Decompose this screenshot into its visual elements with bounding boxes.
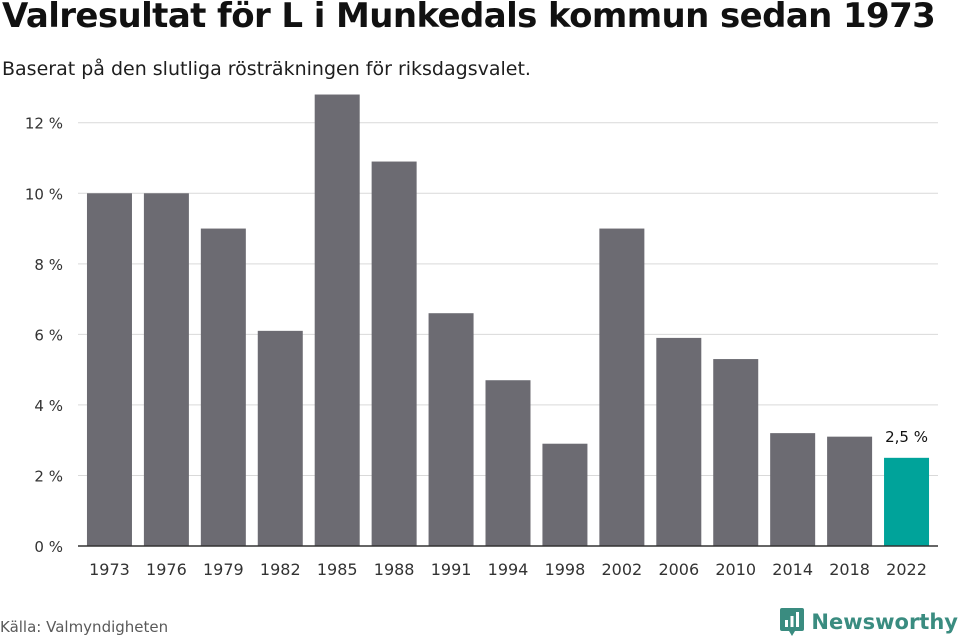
x-tick-label: 1976 — [146, 560, 187, 579]
y-tick-label: 12 % — [25, 115, 63, 133]
bar — [485, 380, 531, 546]
y-tick-label: 0 % — [34, 538, 63, 556]
chart-title: Valresultat för L i Munkedals kommun sed… — [2, 0, 936, 36]
bar — [599, 228, 645, 546]
bar — [200, 228, 246, 546]
bar — [371, 161, 417, 546]
bar-chart: 0 % 2 % 4 % 6 % 8 % 10 % 12 % 1973 1976 1979 1982 1… — [25, 94, 938, 579]
x-tick-label: 2022 — [886, 560, 927, 579]
y-tick-label: 8 % — [34, 256, 63, 274]
y-tick-label: 6 % — [34, 326, 63, 344]
x-tick-label: 1985 — [317, 560, 358, 579]
x-tick-label: 1988 — [374, 560, 415, 579]
bar — [314, 94, 360, 546]
bar — [884, 457, 930, 546]
brand-name: Newsworthy — [811, 610, 958, 634]
bar — [143, 193, 189, 547]
bar — [827, 436, 873, 546]
bar — [428, 313, 474, 546]
x-tick-label: 1973 — [89, 560, 130, 579]
bar — [86, 193, 132, 547]
x-tick-label: 1982 — [260, 560, 301, 579]
data-label: 2,5 % — [885, 428, 928, 446]
x-tick-label: 1991 — [431, 560, 472, 579]
newsworthy-logo-icon — [780, 608, 805, 636]
x-tick-label: 2002 — [602, 560, 643, 579]
x-tick-label: 2014 — [772, 560, 813, 579]
brand-logo[interactable]: Newsworthy — [779, 607, 958, 637]
bar — [713, 359, 759, 546]
bar — [542, 443, 588, 546]
x-tick-label: 1994 — [488, 560, 529, 579]
bar — [770, 433, 816, 546]
y-tick-label: 10 % — [25, 185, 63, 203]
y-tick-label: 2 % — [34, 467, 63, 485]
x-tick-label: 2018 — [829, 560, 870, 579]
x-tick-label: 1998 — [545, 560, 586, 579]
y-tick-label: 4 % — [34, 397, 63, 415]
x-tick-label: 2006 — [658, 560, 699, 579]
x-tick-label: 1979 — [203, 560, 244, 579]
bar — [656, 337, 702, 546]
source-note: Källa: Valmyndigheten — [0, 618, 169, 636]
bar — [257, 330, 303, 546]
chart-subtitle: Baserat på den slutliga rösträkningen fö… — [2, 58, 531, 80]
x-tick-label: 2010 — [715, 560, 756, 579]
